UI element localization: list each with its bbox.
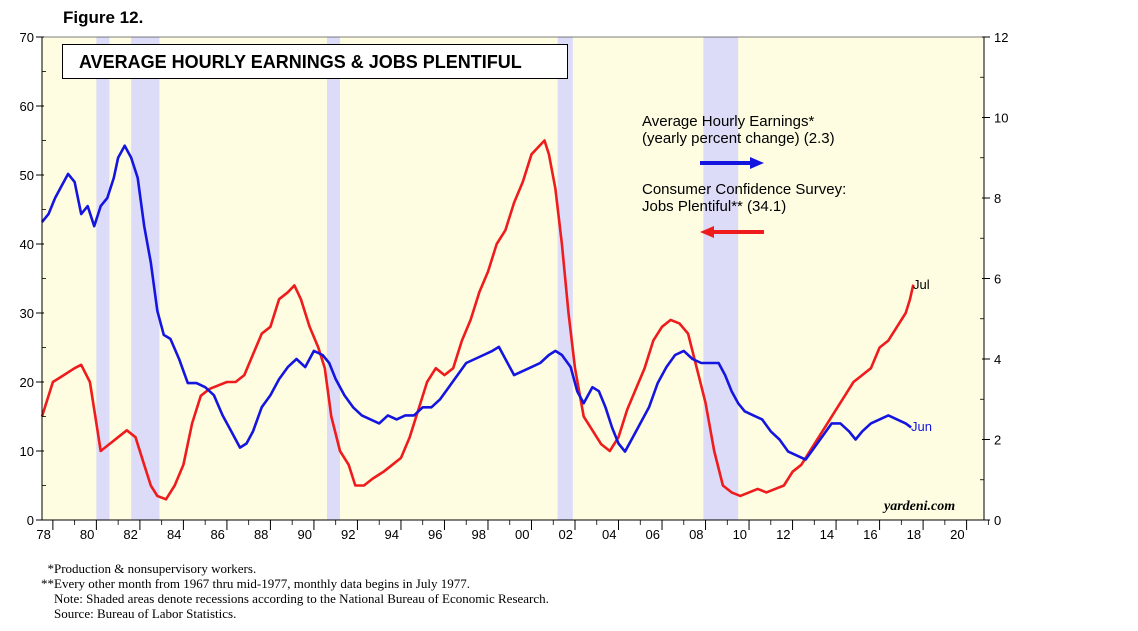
x-label-1996: 96 [428, 527, 442, 542]
y-right-label-4: 4 [994, 352, 1001, 367]
legend-ahe-line2: (yearly percent change) (2.3) [642, 130, 835, 147]
hourly-earnings-line [40, 144, 912, 461]
footnote-4-text: Source: Bureau of Labor Statistics. [54, 606, 237, 621]
x-label-2016: 16 [863, 527, 877, 542]
x-label-1994: 94 [384, 527, 398, 542]
footnote-4-mark [30, 606, 54, 621]
y-right-label-8: 8 [994, 191, 1001, 206]
legend-arrowhead-jobs [700, 226, 714, 238]
x-label-1984: 84 [167, 527, 181, 542]
y-right-label-10: 10 [994, 111, 1008, 126]
x-label-2004: 04 [602, 527, 616, 542]
x-label-1992: 92 [341, 527, 355, 542]
recession-band-2 [131, 37, 160, 520]
recession-band-5 [703, 37, 739, 520]
x-label-2006: 06 [646, 527, 660, 542]
plot-area [42, 37, 984, 520]
y-left-label-50: 50 [20, 168, 34, 183]
figure-label: Figure 12. [63, 8, 144, 27]
legend-arrowhead-ahe [750, 157, 764, 169]
y-left-label-70: 70 [20, 30, 34, 45]
footnote-2: ** Every other month from 1967 thru mid-… [30, 576, 549, 591]
footnote-1-mark: * [47, 561, 55, 576]
y-right-label-2: 2 [994, 433, 1001, 448]
footnote-4: Source: Bureau of Labor Statistics. [30, 606, 549, 621]
y-left-label-60: 60 [20, 99, 34, 114]
end-label-jun: Jun [911, 419, 932, 434]
jobs-plentiful-line [40, 139, 915, 501]
plot-background [42, 37, 984, 520]
legend-jobs-line1: Consumer Confidence Survey: [642, 181, 847, 198]
x-label-2002: 02 [559, 527, 573, 542]
footnote-3-mark [30, 591, 54, 606]
footnote-3-text: Note: Shaded areas denote recessions acc… [54, 591, 549, 606]
x-label-2008: 08 [689, 527, 703, 542]
x-label-2000: 00 [515, 527, 529, 542]
y-right-label-0: 0 [994, 513, 1001, 528]
footnote-1-text: Production & nonsupervisory workers. [54, 561, 257, 576]
recession-bands [96, 37, 739, 520]
footnote-1: * Production & nonsupervisory workers. [30, 561, 549, 576]
y-right-label-12: 12 [994, 30, 1008, 45]
x-label-1988: 88 [254, 527, 268, 542]
y-left-label-0: 0 [27, 513, 34, 528]
x-label-1998: 98 [472, 527, 486, 542]
watermark: yardeni.com [884, 499, 956, 514]
legend-ahe: Average Hourly Earnings* (yearly percent… [642, 113, 835, 147]
y-left-label-30: 30 [20, 306, 34, 321]
x-label-1982: 82 [123, 527, 137, 542]
end-label-jul: Jul [913, 277, 930, 292]
x-label-1990: 90 [297, 527, 311, 542]
y-left-label-10: 10 [20, 444, 34, 459]
x-label-1980: 80 [80, 527, 94, 542]
y-left-label-20: 20 [20, 375, 34, 390]
footnote-3: Note: Shaded areas denote recessions acc… [30, 591, 549, 606]
footnote-2-text: Every other month from 1967 thru mid-197… [54, 576, 470, 591]
series-lines [40, 139, 915, 501]
x-label-1986: 86 [210, 527, 224, 542]
chart-title: AVERAGE HOURLY EARNINGS & JOBS PLENTIFUL [62, 44, 568, 79]
x-label-2020: 20 [950, 527, 964, 542]
recession-band-1 [96, 37, 110, 520]
x-label-1978: 78 [36, 527, 50, 542]
x-label-2014: 14 [820, 527, 834, 542]
y-left-label-40: 40 [20, 237, 34, 252]
x-label-2018: 18 [907, 527, 921, 542]
y-right-label-6: 6 [994, 272, 1001, 287]
x-label-2010: 10 [733, 527, 747, 542]
x-label-2012: 12 [776, 527, 790, 542]
legend-jobs-line2: Jobs Plentiful** (34.1) [642, 198, 787, 215]
legend-ahe-line1: Average Hourly Earnings* [642, 113, 815, 130]
footnotes: * Production & nonsupervisory workers. *… [30, 561, 549, 621]
footnote-2-mark: ** [41, 576, 54, 591]
legend-jobs: Consumer Confidence Survey: Jobs Plentif… [642, 181, 846, 215]
